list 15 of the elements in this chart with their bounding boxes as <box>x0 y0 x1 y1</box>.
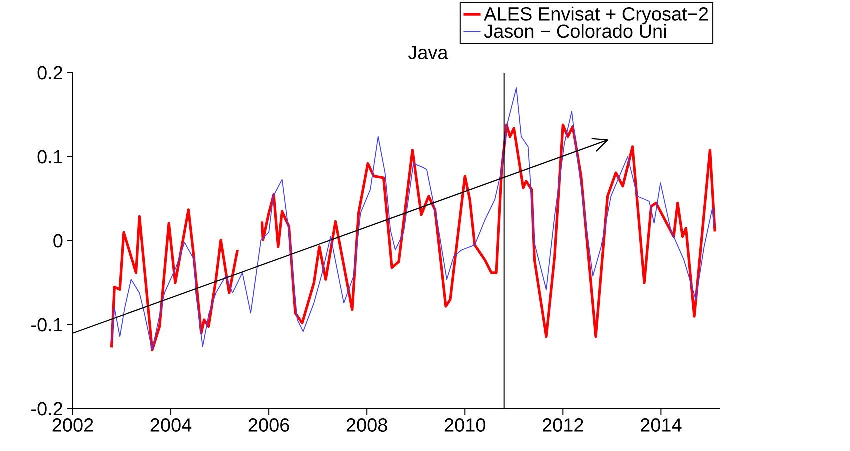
y-tick-label: 0.2 <box>38 66 63 80</box>
x-tick-label: 2010 <box>444 418 486 432</box>
y-tick-label: -0.2 <box>32 402 63 416</box>
y-tick-label: 0.1 <box>38 150 63 164</box>
legend-label: ALES Envisat + Cryosat−2 <box>484 6 708 25</box>
y-tick-label: 0 <box>54 234 63 248</box>
x-tick-label: 2012 <box>542 418 584 432</box>
chart-title: Java <box>408 46 448 60</box>
y-tick-label: -0.1 <box>32 318 63 332</box>
x-tick-label: 2004 <box>150 418 192 432</box>
x-tick-label: 2002 <box>52 418 94 432</box>
x-tick-label: 2014 <box>641 418 682 432</box>
x-tick-label: 2006 <box>248 418 290 432</box>
legend-label: Jason − Colorado Uni <box>484 24 666 38</box>
x-tick-label: 2008 <box>346 418 388 432</box>
